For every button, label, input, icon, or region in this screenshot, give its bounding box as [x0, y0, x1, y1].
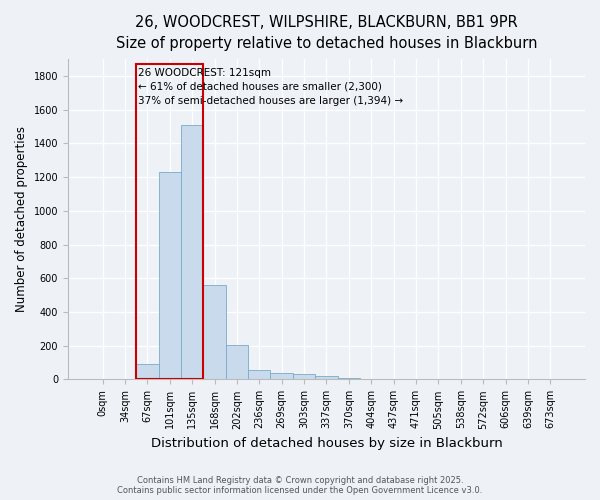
- Bar: [136, 64, 203, 380]
- Text: Contains HM Land Registry data © Crown copyright and database right 2025.
Contai: Contains HM Land Registry data © Crown c…: [118, 476, 482, 495]
- Bar: [248, 370, 271, 380]
- Bar: [203, 285, 226, 380]
- Bar: [136, 364, 158, 380]
- Bar: [360, 378, 382, 380]
- Bar: [271, 372, 293, 380]
- Bar: [158, 172, 181, 380]
- Bar: [181, 125, 203, 380]
- Title: 26, WOODCREST, WILPSHIRE, BLACKBURN, BB1 9PR
Size of property relative to detach: 26, WOODCREST, WILPSHIRE, BLACKBURN, BB1…: [116, 15, 537, 51]
- Bar: [226, 345, 248, 380]
- Y-axis label: Number of detached properties: Number of detached properties: [15, 126, 28, 312]
- Bar: [293, 374, 315, 380]
- Text: 26 WOODCREST: 121sqm
← 61% of detached houses are smaller (2,300)
37% of semi-de: 26 WOODCREST: 121sqm ← 61% of detached h…: [139, 68, 404, 106]
- Bar: [338, 378, 360, 380]
- X-axis label: Distribution of detached houses by size in Blackburn: Distribution of detached houses by size …: [151, 437, 502, 450]
- Bar: [315, 376, 338, 380]
